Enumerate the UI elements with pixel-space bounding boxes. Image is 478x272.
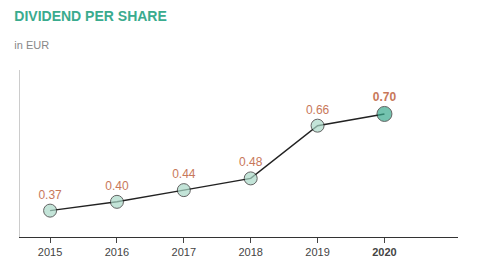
svg-text:2019: 2019 [305,246,329,258]
svg-text:2017: 2017 [172,246,196,258]
svg-text:in EUR: in EUR [14,39,49,51]
svg-text:0.70: 0.70 [373,90,397,104]
svg-text:0.66: 0.66 [306,103,330,117]
svg-text:0.40: 0.40 [105,179,129,193]
svg-text:0.44: 0.44 [172,167,196,181]
svg-text:0.48: 0.48 [239,155,263,169]
svg-text:2020: 2020 [372,246,396,258]
svg-text:2016: 2016 [105,246,129,258]
svg-text:0.37: 0.37 [38,188,62,202]
svg-text:DIVIDEND PER SHARE: DIVIDEND PER SHARE [14,8,166,24]
svg-text:2015: 2015 [38,246,62,258]
svg-text:2018: 2018 [238,246,262,258]
